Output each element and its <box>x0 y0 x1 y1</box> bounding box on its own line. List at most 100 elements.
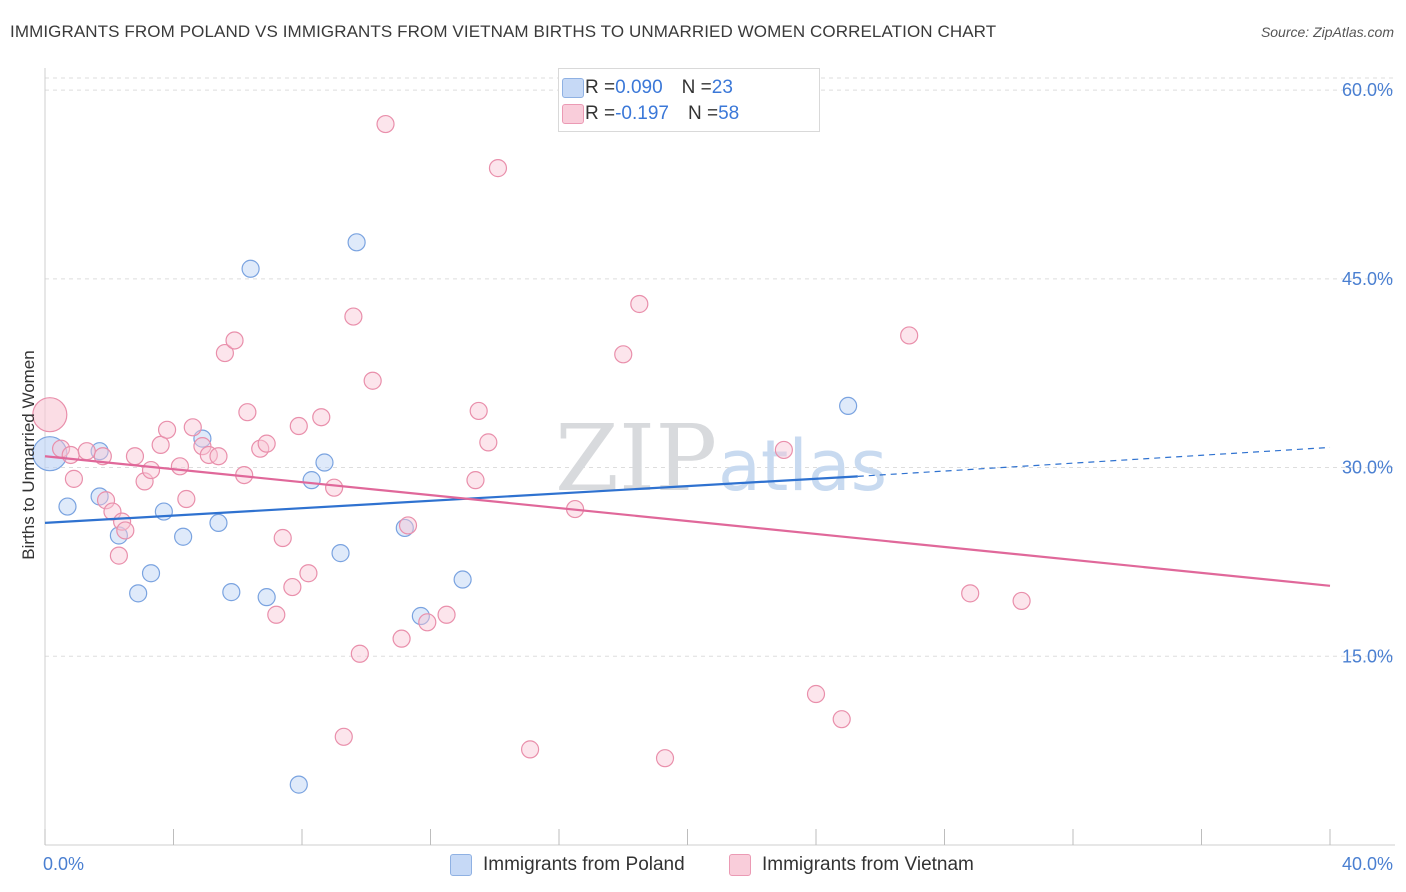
vietnam-point <box>96 491 116 510</box>
poland-trend-extension <box>857 446 1331 477</box>
vietnam-point <box>961 584 980 603</box>
vietnam-point <box>655 749 675 768</box>
vietnam-point <box>325 478 344 497</box>
poland-point <box>315 453 334 472</box>
legend-row-poland: R = 0.090 N = 23 <box>562 75 733 101</box>
vietnam-point <box>466 471 485 490</box>
vietnam-n-value: 58 <box>718 103 740 124</box>
correlation-legend: R = 0.090 N = 23 R = -0.197 N = 58 <box>558 68 820 132</box>
poland-point <box>129 584 148 603</box>
vietnam-n-label: N = <box>687 103 719 124</box>
poland-point <box>289 775 308 794</box>
vietnam-point <box>170 457 190 476</box>
vietnam-point <box>392 629 411 648</box>
vietnam-point <box>209 447 228 466</box>
vietnam-point <box>238 403 257 422</box>
vietnam-point <box>398 516 418 535</box>
vietnam-point <box>299 564 318 583</box>
watermark-zip: ZIP <box>555 405 717 512</box>
legend-row-vietnam: R = -0.197 N = 58 <box>562 101 740 127</box>
vietnam-point <box>283 577 302 597</box>
vietnam-r-value: -0.197 <box>615 103 669 124</box>
vietnam-point <box>520 740 540 759</box>
x-tick-label-left: 0.0% <box>43 854 84 874</box>
poland-legend-label: Immigrants from Poland <box>483 854 685 875</box>
poland-point <box>174 527 193 546</box>
vietnam-point <box>64 469 84 488</box>
vietnam-r-label: R = <box>585 103 616 124</box>
vietnam-point <box>116 521 135 540</box>
vietnam-point <box>141 460 161 480</box>
vietnam-point <box>832 710 851 729</box>
vietnam-swatch <box>562 104 584 124</box>
vietnam-point <box>479 433 498 452</box>
vietnam-point <box>774 440 793 460</box>
poland-n-label: N = <box>681 77 712 98</box>
poland-point <box>302 471 321 490</box>
vietnam-trend-line <box>44 455 1331 587</box>
poland-point <box>222 583 241 602</box>
vietnam-point <box>61 445 80 465</box>
poland-point <box>58 497 77 516</box>
vietnam-point <box>93 447 112 466</box>
legend-item-vietnam: Immigrants from Vietnam <box>729 852 974 878</box>
vietnam-point <box>257 434 276 453</box>
vietnam-point <box>157 420 177 439</box>
legend-item-poland: Immigrants from Poland <box>450 852 685 878</box>
poland-point <box>257 588 276 607</box>
vietnam-point <box>806 684 826 704</box>
x-tick-label-right: 40.0% <box>1342 854 1393 874</box>
vietnam-point <box>334 727 353 746</box>
vietnam-point <box>183 418 202 437</box>
poland-legend-swatch <box>450 854 472 876</box>
vietnam-point <box>418 613 437 632</box>
poland-point <box>141 564 161 583</box>
y-tick-label: 15.0% <box>1342 646 1393 666</box>
poland-r-value: 0.090 <box>615 77 663 98</box>
vietnam-point <box>376 114 395 134</box>
poland-point <box>453 570 472 589</box>
vietnam-point <box>630 294 649 314</box>
vietnam-point <box>312 408 331 427</box>
vietnam-point <box>32 397 68 433</box>
vietnam-point <box>350 644 369 663</box>
vietnam-point <box>469 401 488 421</box>
poland-swatch <box>562 78 584 98</box>
vietnam-point <box>488 159 508 178</box>
vietnam-point <box>225 331 244 350</box>
y-tick-label: 60.0% <box>1342 80 1393 100</box>
poland-point <box>347 233 366 252</box>
vietnam-point <box>289 416 308 436</box>
vietnam-point <box>215 343 234 363</box>
poland-n-value: 23 <box>711 77 733 98</box>
vietnam-point <box>363 371 382 390</box>
vietnam-point <box>437 605 456 624</box>
poland-point <box>395 518 414 538</box>
y-tick-label: 45.0% <box>1342 269 1393 289</box>
poland-point <box>32 436 68 472</box>
y-tick-label: 30.0% <box>1342 458 1393 478</box>
chart-title: IMMIGRANTS FROM POLAND VS IMMIGRANTS FRO… <box>10 22 997 41</box>
vietnam-point <box>135 472 154 491</box>
poland-r-label: R = <box>585 77 616 98</box>
vietnam-point <box>77 442 96 461</box>
poland-point <box>331 544 350 563</box>
vietnam-point <box>1012 591 1031 611</box>
vietnam-point <box>344 307 363 326</box>
vietnam-legend-label: Immigrants from Vietnam <box>762 854 974 875</box>
vietnam-point <box>199 445 218 465</box>
poland-trend-line <box>44 475 858 525</box>
poland-point <box>241 259 260 278</box>
vietnam-point <box>109 546 128 565</box>
source-label: Source: ZipAtlas.com <box>1260 24 1394 40</box>
gridlines <box>45 77 1395 657</box>
vietnam-point <box>273 528 292 548</box>
vietnam-point <box>267 605 286 624</box>
vietnam-point <box>900 326 919 345</box>
vietnam-point <box>151 435 170 455</box>
vietnam-legend-swatch <box>729 854 751 876</box>
vietnam-point <box>614 345 633 364</box>
y-axis-label: Births to Unmarried Women <box>19 350 38 559</box>
watermark: ZIP atlas <box>555 405 887 512</box>
